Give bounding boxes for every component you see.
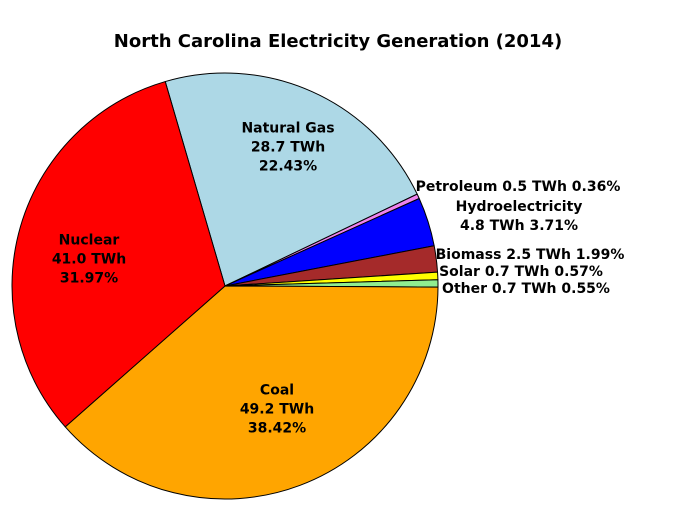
slice-label-line: 38.42%: [247, 420, 307, 437]
slice-label-hydroelectricity: Hydroelectricity 4.8 TWh 3.71%: [456, 198, 583, 236]
slice-label-line: 22.43%: [258, 158, 318, 175]
chart-title: North Carolina Electricity Generation (2…: [113, 31, 563, 52]
slice-label-line: Nuclear: [58, 232, 120, 249]
slice-label-solar: Solar 0.7 TWh 0.57%: [439, 264, 603, 280]
slice-label-coal: Coal 49.2 TWh 38.42%: [240, 382, 314, 439]
pie-slice-natural-gas: [164, 72, 418, 287]
pie-slice-coal: [64, 285, 439, 500]
pie-slice-nuclear: [11, 81, 226, 428]
slice-label-line: Natural Gas: [241, 120, 335, 137]
slice-label-line: 49.2 TWh: [239, 401, 315, 418]
slice-label-line: 31.97%: [59, 270, 119, 287]
slice-label-line: 4.8 TWh 3.71%: [459, 218, 579, 234]
slice-label-nuclear: Nuclear 41.0 TWh 31.97%: [52, 232, 126, 289]
slice-label-other: Other 0.7 TWh 0.55%: [442, 281, 610, 297]
slice-label-line: 28.7 TWh: [250, 139, 326, 156]
slice-label-line: Hydroelectricity: [455, 199, 583, 215]
slice-label-biomass: Biomass 2.5 TWh 1.99%: [435, 247, 625, 263]
slice-label-line: 41.0 TWh: [51, 251, 127, 268]
slice-label-natural-gas: Natural Gas 28.7 TWh 22.43%: [241, 120, 334, 177]
slice-label-line: Coal: [259, 382, 295, 399]
slice-label-petroleum: Petroleum 0.5 TWh 0.36%: [415, 179, 621, 195]
